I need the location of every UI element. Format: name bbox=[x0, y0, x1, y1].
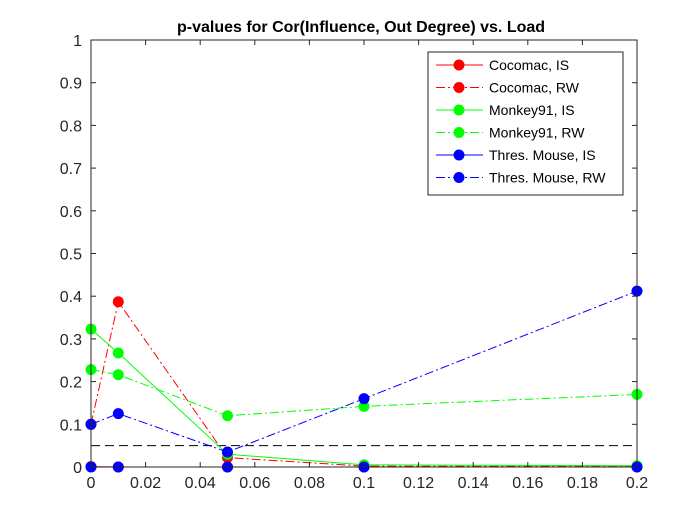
x-tick-label: 0.02 bbox=[130, 475, 161, 492]
y-tick-label: 0.5 bbox=[60, 247, 82, 264]
series-3 bbox=[85, 364, 643, 422]
x-tick-label: 0.12 bbox=[403, 475, 434, 492]
data-point bbox=[112, 296, 124, 308]
y-tick-label: 0.8 bbox=[60, 118, 82, 135]
y-tick-label: 0.7 bbox=[60, 161, 82, 178]
y-tick-label: 0.9 bbox=[60, 76, 82, 93]
legend-box bbox=[427, 51, 624, 196]
legend-label: Thres. Mouse, RW bbox=[489, 170, 606, 186]
x-tick-label: 0.2 bbox=[626, 475, 648, 492]
legend: Cocomac, IS Cocomac, RW Monkey91, IS Monkey… bbox=[427, 51, 624, 196]
x-tick-label: 0.06 bbox=[239, 475, 270, 492]
y-tick-label: 0.6 bbox=[60, 204, 82, 221]
y-tick-label: 0.2 bbox=[60, 375, 82, 392]
data-point bbox=[112, 369, 124, 381]
legend-marker bbox=[453, 59, 465, 71]
series-line bbox=[90, 290, 638, 453]
legend-marker bbox=[453, 149, 465, 161]
plot-area: 0 0.02 0.04 0.06 0.08 0.1 0.12 0.14 0.16 0.18 0.2 0… bbox=[60, 33, 648, 492]
legend-item: Cocomac, RW bbox=[436, 80, 580, 96]
legend-item: Thres. Mouse, IS bbox=[436, 147, 596, 163]
data-point bbox=[112, 347, 124, 359]
y-tick-label: 1 bbox=[73, 33, 82, 50]
legend-label: Monkey91, IS bbox=[489, 102, 575, 118]
x-tick-label: 0.16 bbox=[512, 475, 543, 492]
y-tick-label: 0.1 bbox=[60, 417, 82, 434]
x-tick-label: 0.04 bbox=[185, 475, 216, 492]
legend-label: Cocomac, IS bbox=[489, 57, 569, 73]
legend-label: Monkey91, RW bbox=[489, 125, 585, 141]
y-tick-label: 0.3 bbox=[60, 332, 82, 349]
axis-layer: 0 0.02 0.04 0.06 0.08 0.1 0.12 0.14 0.16 0.18 0.2 0… bbox=[60, 33, 648, 492]
legend-item: Cocomac, IS bbox=[436, 57, 569, 73]
legend-label: Cocomac, RW bbox=[489, 80, 580, 96]
legend-marker bbox=[453, 104, 465, 116]
legend-item: Monkey91, RW bbox=[436, 125, 585, 141]
legend-marker bbox=[453, 172, 465, 183]
data-point bbox=[222, 410, 233, 422]
x-tick-label: 0.08 bbox=[294, 475, 325, 492]
x-tick-label: 0.1 bbox=[353, 475, 375, 492]
data-point bbox=[358, 393, 370, 405]
legend-marker bbox=[453, 127, 465, 138]
y-tick-label: 0 bbox=[73, 460, 82, 477]
y-tick-label: 0.4 bbox=[60, 289, 82, 306]
legend-item: Monkey91, IS bbox=[436, 102, 575, 118]
chart-title: p-values for Cor(Influence, Out Degree) … bbox=[177, 19, 545, 36]
legend-item: Thres. Mouse, RW bbox=[436, 170, 606, 186]
legend-label: Thres. Mouse, IS bbox=[489, 147, 596, 163]
x-tick-label: 0 bbox=[87, 475, 96, 492]
data-point bbox=[112, 408, 124, 420]
legend-marker bbox=[453, 82, 465, 93]
x-tick-label: 0.14 bbox=[458, 475, 489, 492]
data-point bbox=[222, 446, 233, 458]
x-tick-label: 0.18 bbox=[567, 475, 598, 492]
